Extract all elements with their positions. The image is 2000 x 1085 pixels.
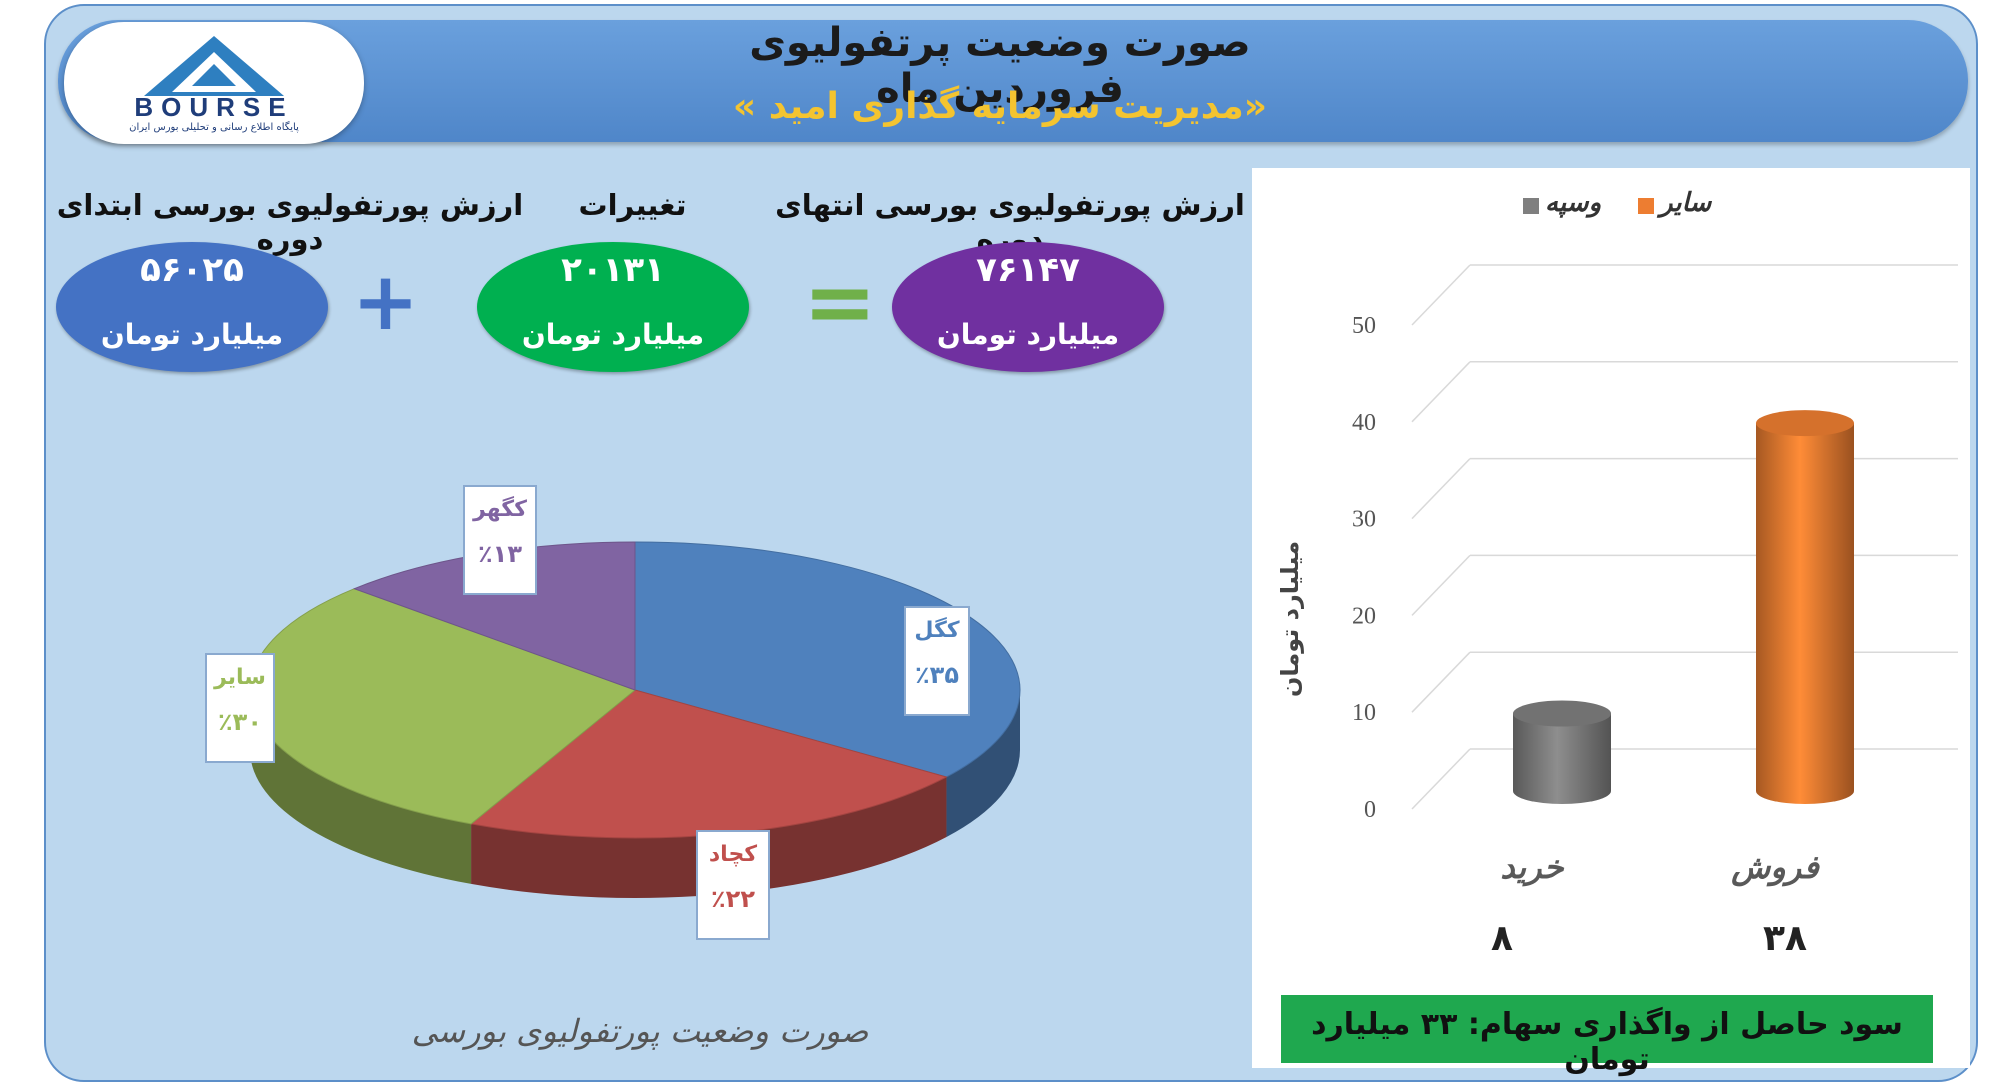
end-value-label: ارزش پورتفولیوی بورسی انتهای دوره xyxy=(775,188,1245,256)
plus-sign: + xyxy=(352,255,420,348)
bar-gridline-diagonal xyxy=(1411,264,1471,326)
pie-chart-title: صورت وضعیت پورتفولیوی بورسی xyxy=(411,1012,869,1050)
pie-label-kgol: کگل ٪۳۵ xyxy=(904,606,970,716)
start-value-number: ۵۶۰۲۵ xyxy=(140,250,244,290)
logo-mark-icon xyxy=(144,36,284,96)
legend-label-vasepeh: وسپه xyxy=(1545,188,1602,218)
bar-category-label: فروش xyxy=(1730,848,1820,887)
bar-gridline-diagonal xyxy=(1411,748,1471,810)
bar-ytick-label: 10 xyxy=(1352,700,1376,726)
pie-label-name: کگل xyxy=(914,618,960,643)
pie-label-percent: ٪۲۲ xyxy=(711,885,755,913)
bar-ytick-label: 40 xyxy=(1352,410,1376,436)
pie-label-name: کچاد xyxy=(708,842,758,867)
pie-label-percent: ٪۳۵ xyxy=(915,661,959,689)
pie-slice-side xyxy=(946,690,1020,837)
bar-ytick-label: 50 xyxy=(1352,313,1376,339)
bar-ytick-label: 30 xyxy=(1352,507,1376,533)
equals-sign: = xyxy=(803,250,877,353)
bar-category-label: خرید xyxy=(1500,848,1564,887)
pie-slice xyxy=(634,541,1021,778)
start-value-unit: میلیارد تومان xyxy=(100,318,284,351)
change-value-number: ۲۰۱۳۱ xyxy=(561,250,665,290)
end-value-oval: ۷۶۱۴۷ میلیارد تومان xyxy=(892,242,1164,372)
bar-gridline-diagonal xyxy=(1411,554,1471,616)
pie-label-percent: ٪۳۰ xyxy=(218,708,262,736)
header-banner xyxy=(58,20,1968,142)
bar-gridline-diagonal xyxy=(1411,458,1471,520)
change-label: تغییرات xyxy=(578,188,687,222)
bar-ytick-label: 20 xyxy=(1352,603,1376,629)
page-title: صورت وضعیت پرتفولیوی فروردین ماه xyxy=(749,20,1251,112)
page-subtitle: «مدیریت سرمایه گذاری امید » xyxy=(732,86,1268,127)
bar-ytick-label: 0 xyxy=(1364,797,1376,823)
end-value-number: ۷۶۱۴۷ xyxy=(976,250,1080,290)
change-value-unit: میلیارد تومان xyxy=(521,318,705,351)
pie-slice-side xyxy=(250,690,472,884)
logo-tagline: پایگاه اطلاع رسانی و تحلیلی بورس ایران xyxy=(129,122,299,133)
bar-gridline-diagonal xyxy=(1411,651,1471,713)
pie-label-sayer: سایر ٪۳۰ xyxy=(205,653,275,763)
bar-top xyxy=(1513,700,1611,727)
bar-gridline-diagonal xyxy=(1411,361,1471,423)
bar-cylinder xyxy=(1513,700,1611,804)
bar-cylinder xyxy=(1756,410,1854,804)
pie-label-name: سایر xyxy=(214,665,266,690)
legend-swatch-sayer xyxy=(1638,198,1654,214)
pie-label-kchad: کچاد ٪۲۲ xyxy=(696,830,770,940)
logo-text: BOURSE xyxy=(134,92,294,122)
pie-label-kgohar: کگهر ٪۱۳ xyxy=(463,485,537,595)
pie-label-percent: ٪۱۳ xyxy=(478,540,522,568)
bar-value-label: ۸ xyxy=(1491,918,1513,959)
bar xyxy=(1513,713,1611,804)
start-value-oval: ۵۶۰۲۵ میلیارد تومان xyxy=(56,242,328,372)
bar-chart-ylabel: میلیارد تومان xyxy=(1276,540,1304,698)
legend-label-sayer: سایر xyxy=(1660,188,1712,218)
bar-top xyxy=(1756,410,1854,437)
legend-swatch-vasepeh xyxy=(1523,198,1539,214)
change-value-oval: ۲۰۱۳۱ میلیارد تومان xyxy=(477,242,749,372)
bourse-logo: BOURSE پایگاه اطلاع رسانی و تحلیلی بورس … xyxy=(64,22,364,144)
bar-value-label: ۳۸ xyxy=(1763,918,1807,959)
end-value-unit: میلیارد تومان xyxy=(936,318,1120,351)
bar xyxy=(1756,423,1854,804)
profit-text: سود حاصل از واگذاری سهام: ۳۳ میلیارد توم… xyxy=(1311,1007,1903,1077)
profit-banner: سود حاصل از واگذاری سهام: ۳۳ میلیارد توم… xyxy=(1281,995,1933,1077)
pie-label-name: کگهر xyxy=(473,497,527,522)
start-value-label: ارزش پورتفولیوی بورسی ابتدای دوره xyxy=(56,188,524,256)
